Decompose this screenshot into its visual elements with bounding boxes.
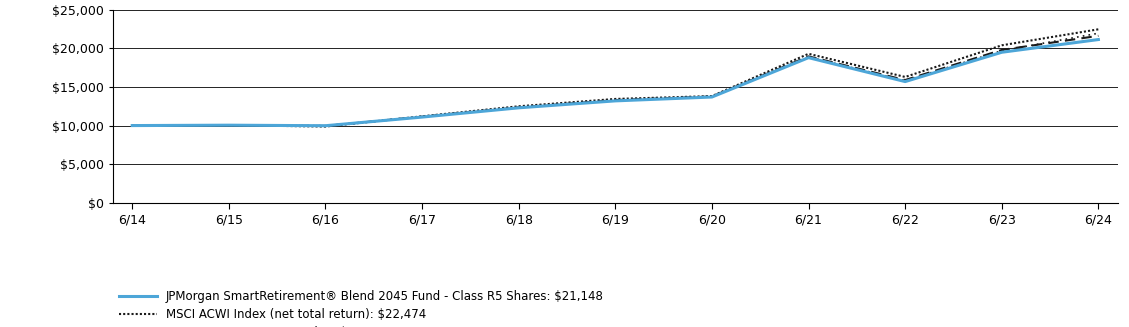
Legend: JPMorgan SmartRetirement® Blend 2045 Fund - Class R5 Shares: $21,148, MSCI ACWI : JPMorgan SmartRetirement® Blend 2045 Fun… (119, 290, 604, 327)
